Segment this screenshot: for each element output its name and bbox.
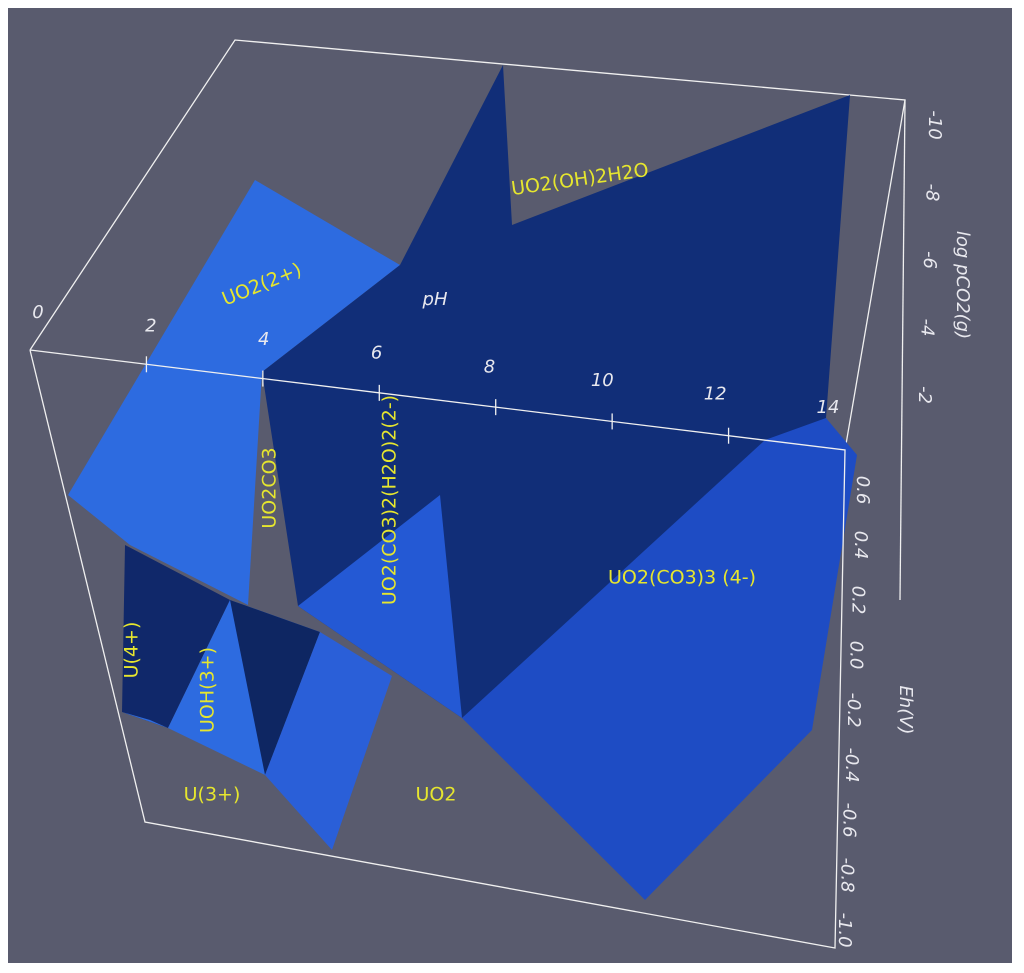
tick-label: -6 [919, 251, 940, 269]
tick-label: -8 [922, 184, 943, 202]
region-label: UO2(CO3)3 (4-) [608, 567, 756, 589]
tick-label: -0.4 [841, 747, 862, 782]
box-edge [29, 349, 846, 949]
surface [298, 495, 462, 718]
box-edge [899, 99, 906, 601]
region-label: UO2(CO3)2(H2O)2(2-) [379, 395, 401, 605]
tick-label: 8 [484, 356, 495, 377]
tick-label: 0 [32, 302, 43, 323]
axis-label: pH [422, 289, 448, 310]
surface [122, 712, 168, 728]
tick-label: 0.2 [848, 586, 869, 615]
tick-label: 10 [591, 370, 614, 391]
tick-label: -4 [917, 319, 938, 337]
surface [68, 180, 400, 605]
tick-label: 0.0 [845, 641, 866, 670]
surface [462, 418, 857, 900]
surface [230, 600, 320, 775]
tick-label: 0.4 [850, 531, 871, 560]
axis-label: Eh(V) [895, 685, 916, 734]
region-label: U(3+) [184, 784, 241, 806]
tick-label: -0.8 [836, 857, 857, 892]
tick-label: -2 [914, 386, 935, 404]
tick-label: 2 [145, 316, 156, 337]
tick-label: 14 [817, 397, 840, 418]
region-label: U(4+) [121, 622, 143, 679]
region-label: UO2 [416, 784, 457, 806]
region-label: UOH(3+) [197, 647, 219, 733]
box-edge [29, 39, 906, 451]
tick-label: -1.0 [834, 912, 855, 947]
region-label: UO2CO3 [259, 447, 281, 528]
tick-label: -0.6 [839, 802, 860, 837]
tick-label: -10 [924, 110, 945, 139]
tick-label: 6 [371, 343, 382, 364]
axis-label: log pCO2(g) [952, 231, 973, 339]
tick-label: 12 [704, 383, 727, 404]
tick-label: -0.2 [843, 692, 864, 727]
surface [265, 632, 392, 850]
surface [122, 545, 230, 728]
tick-label: 0.6 [852, 476, 873, 505]
tick-label: 4 [258, 329, 269, 350]
